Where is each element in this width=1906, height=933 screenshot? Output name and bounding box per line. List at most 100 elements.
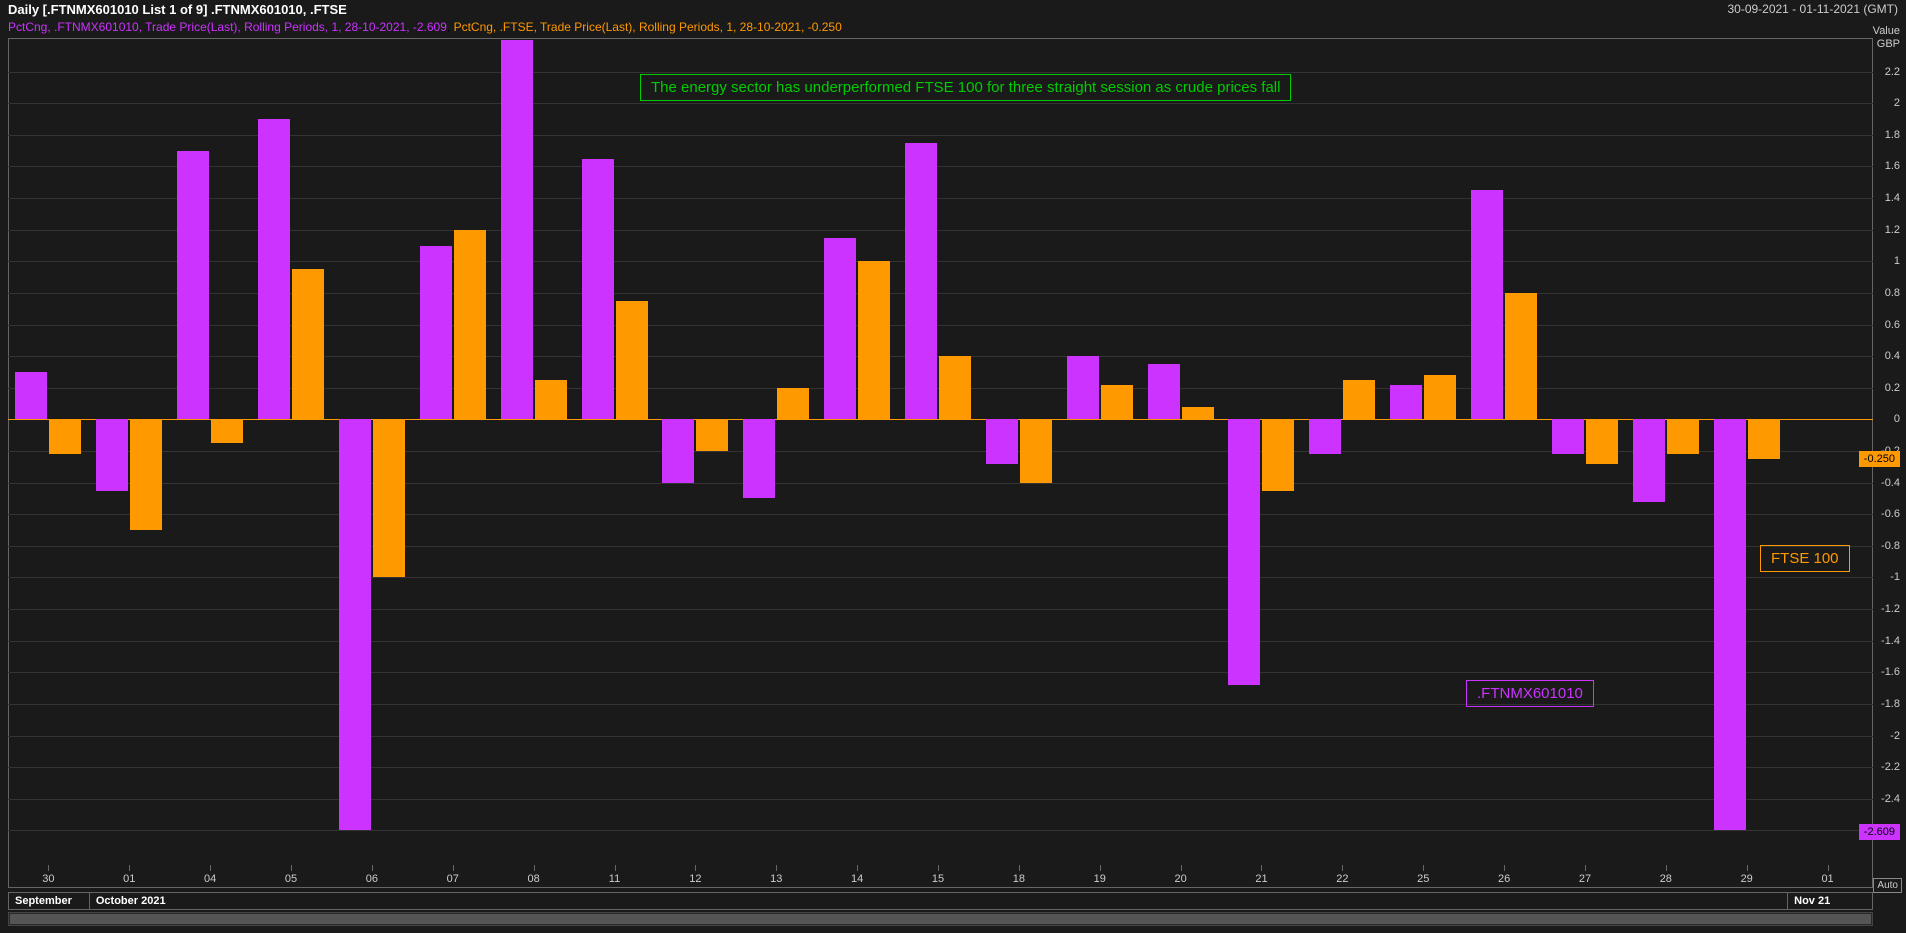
- date-range: 30-09-2021 - 01-11-2021 (GMT): [1727, 2, 1898, 16]
- bar-series-b[interactable]: [616, 301, 648, 420]
- bar-series-b[interactable]: [1667, 419, 1699, 454]
- month-september: September 2021: [9, 893, 90, 909]
- bar-series-b[interactable]: [49, 419, 81, 454]
- bar-series-b[interactable]: [1586, 419, 1618, 463]
- bar-series-b[interactable]: [130, 419, 162, 530]
- bar-series-a[interactable]: [1714, 419, 1746, 830]
- y-tick-label: -1.4: [1881, 635, 1900, 647]
- y-tick-label: 1.4: [1885, 192, 1900, 204]
- month-october: October 2021: [90, 893, 1788, 909]
- y-tick-label: -1.2: [1881, 603, 1900, 615]
- y-tick-label: -1: [1890, 571, 1900, 583]
- x-tick-label: 12: [689, 873, 701, 885]
- x-tick-label: 07: [447, 873, 459, 885]
- bar-series-a[interactable]: [1471, 190, 1503, 419]
- y-axis-label: ValueGBP: [1873, 25, 1900, 51]
- bar-series-a[interactable]: [177, 151, 209, 420]
- x-tick-label: 22: [1336, 873, 1348, 885]
- y-tick-label: 0.6: [1885, 319, 1900, 331]
- bar-series-a[interactable]: [1228, 419, 1260, 685]
- price-marker: -0.250: [1859, 451, 1900, 467]
- x-tick-label: 15: [932, 873, 944, 885]
- bar-series-a[interactable]: [743, 419, 775, 498]
- bar-series-a[interactable]: [258, 119, 290, 419]
- y-tick-label: 2.2: [1885, 66, 1900, 78]
- bar-series-b[interactable]: [939, 356, 971, 419]
- bar-series-b[interactable]: [1182, 407, 1214, 420]
- bar-series-b[interactable]: [696, 419, 728, 451]
- bar-series-a[interactable]: [824, 238, 856, 420]
- x-tick-label: 19: [1094, 873, 1106, 885]
- x-tick-label: 25: [1417, 873, 1429, 885]
- y-tick-label: 0: [1894, 413, 1900, 425]
- y-tick-label: 1.8: [1885, 129, 1900, 141]
- y-tick-label: -1.6: [1881, 666, 1900, 678]
- x-tick-label: 14: [851, 873, 863, 885]
- bar-series-a[interactable]: [986, 419, 1018, 463]
- bar-series-a[interactable]: [1067, 356, 1099, 419]
- month-axis: September 2021 October 2021 Nov 21: [8, 892, 1873, 910]
- x-tick-label: 30: [42, 873, 54, 885]
- month-november: Nov 21: [1788, 893, 1869, 909]
- bar-series-b[interactable]: [373, 419, 405, 577]
- bar-series-a[interactable]: [1390, 385, 1422, 420]
- x-tick-label: 05: [285, 873, 297, 885]
- x-tick-label: 11: [609, 873, 620, 885]
- x-tick-label: 28: [1660, 873, 1672, 885]
- subtitle-series-a: PctCng, .FTNMX601010, Trade Price(Last),…: [8, 20, 447, 34]
- chart-subtitle: PctCng, .FTNMX601010, Trade Price(Last),…: [8, 20, 842, 34]
- price-marker: -2.609: [1859, 824, 1900, 840]
- bar-series-a[interactable]: [96, 419, 128, 490]
- bar-series-b[interactable]: [1505, 293, 1537, 419]
- bar-series-b[interactable]: [1020, 419, 1052, 482]
- y-tick-label: 1: [1894, 255, 1900, 267]
- legend-ftse100: FTSE 100: [1760, 545, 1850, 572]
- bar-series-a[interactable]: [339, 419, 371, 830]
- bar-series-a[interactable]: [582, 159, 614, 420]
- bar-series-b[interactable]: [1343, 380, 1375, 420]
- y-tick-label: -1.8: [1881, 698, 1900, 710]
- x-tick-label: 18: [1013, 873, 1025, 885]
- bar-series-b[interactable]: [211, 419, 243, 443]
- y-tick-label: -2.2: [1881, 761, 1900, 773]
- bar-series-a[interactable]: [662, 419, 694, 482]
- x-tick-label: 01: [123, 873, 135, 885]
- subtitle-series-b: PctCng, .FTSE, Trade Price(Last), Rollin…: [454, 20, 842, 34]
- x-tick-label: 27: [1579, 873, 1591, 885]
- time-scrollbar[interactable]: [8, 912, 1873, 926]
- bar-series-b[interactable]: [777, 388, 809, 420]
- x-tick-label: 26: [1498, 873, 1510, 885]
- bar-series-b[interactable]: [454, 230, 486, 420]
- bar-series-a[interactable]: [501, 40, 533, 419]
- x-tick-label: 20: [1174, 873, 1186, 885]
- bar-series-a[interactable]: [420, 246, 452, 420]
- bar-series-b[interactable]: [535, 380, 567, 420]
- legend-ftnmx: .FTNMX601010: [1466, 680, 1594, 707]
- bar-series-b[interactable]: [292, 269, 324, 419]
- scrollbar-thumb[interactable]: [10, 914, 1871, 924]
- bar-series-b[interactable]: [1748, 419, 1780, 459]
- bar-series-a[interactable]: [1309, 419, 1341, 454]
- bar-series-b[interactable]: [858, 261, 890, 419]
- y-tick-label: 2: [1894, 97, 1900, 109]
- annotation-headline: The energy sector has underperformed FTS…: [640, 74, 1291, 101]
- y-tick-label: -0.6: [1881, 508, 1900, 520]
- chart-container: Daily [.FTNMX601010 List 1 of 9] .FTNMX6…: [0, 0, 1906, 933]
- y-tick-label: 0.8: [1885, 287, 1900, 299]
- x-tick-label: 13: [770, 873, 782, 885]
- y-tick-label: -2: [1890, 730, 1900, 742]
- y-tick-label: 1.2: [1885, 224, 1900, 236]
- bar-series-a[interactable]: [15, 372, 47, 419]
- bar-series-b[interactable]: [1424, 375, 1456, 419]
- bar-series-a[interactable]: [905, 143, 937, 420]
- bar-series-a[interactable]: [1633, 419, 1665, 501]
- bar-series-a[interactable]: [1552, 419, 1584, 454]
- x-tick-label: 04: [204, 873, 216, 885]
- y-tick-label: -0.4: [1881, 477, 1900, 489]
- bar-series-b[interactable]: [1101, 385, 1133, 420]
- y-tick-label: 1.6: [1885, 160, 1900, 172]
- y-tick-label: 0.2: [1885, 382, 1900, 394]
- bar-series-a[interactable]: [1148, 364, 1180, 419]
- auto-scale-button[interactable]: Auto: [1873, 878, 1902, 893]
- bar-series-b[interactable]: [1262, 419, 1294, 490]
